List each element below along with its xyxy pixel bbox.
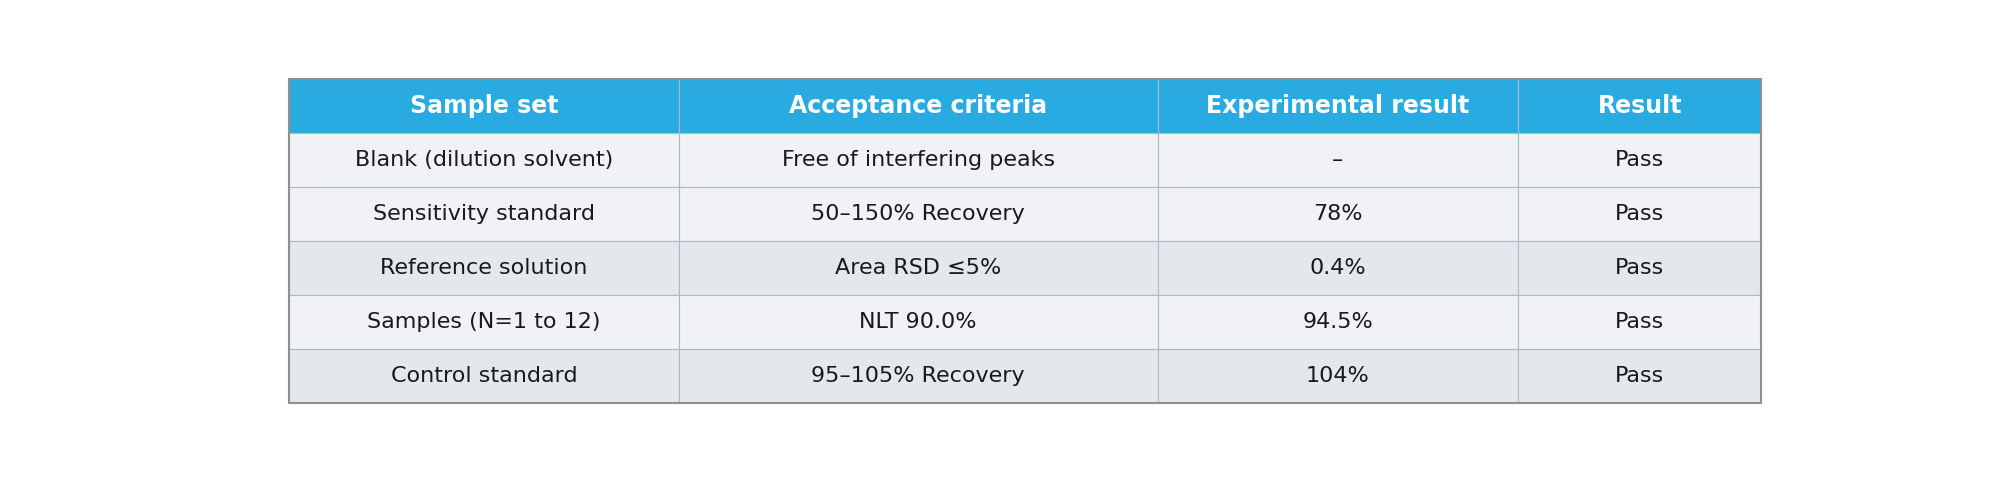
Bar (1518, 295, 1762, 349)
Text: Free of interfering peaks: Free of interfering peaks (782, 151, 1054, 171)
Text: Area RSD ≤5%: Area RSD ≤5% (836, 259, 1002, 278)
Bar (678, 241, 1158, 295)
Bar (1518, 187, 1762, 241)
Text: Pass: Pass (1616, 312, 1664, 332)
Bar (1158, 295, 1518, 349)
Text: Pass: Pass (1616, 259, 1664, 278)
Bar (1518, 349, 1762, 403)
Bar (1518, 79, 1762, 133)
Bar (288, 133, 678, 187)
Text: 78%: 78% (1314, 205, 1362, 224)
Bar (1158, 187, 1518, 241)
Text: Pass: Pass (1616, 205, 1664, 224)
Text: Samples (N=1 to 12): Samples (N=1 to 12) (368, 312, 600, 332)
Bar (288, 187, 678, 241)
Text: Control standard: Control standard (390, 366, 578, 386)
Bar (288, 79, 678, 133)
Bar (288, 349, 678, 403)
Text: Sensitivity standard: Sensitivity standard (372, 205, 594, 224)
Text: 95–105% Recovery: 95–105% Recovery (812, 366, 1026, 386)
Text: Acceptance criteria: Acceptance criteria (790, 95, 1048, 119)
Bar (1158, 349, 1518, 403)
Bar (678, 295, 1158, 349)
Text: –: – (1332, 151, 1344, 171)
Text: Pass: Pass (1616, 366, 1664, 386)
Text: Pass: Pass (1616, 151, 1664, 171)
Bar (1158, 79, 1518, 133)
Text: Result: Result (1598, 95, 1682, 119)
Bar (1158, 241, 1518, 295)
Bar (678, 187, 1158, 241)
Text: Sample set: Sample set (410, 95, 558, 119)
Bar (1518, 133, 1762, 187)
Text: 94.5%: 94.5% (1302, 312, 1374, 332)
Bar (678, 133, 1158, 187)
Bar (1158, 133, 1518, 187)
Bar (678, 79, 1158, 133)
Text: NLT 90.0%: NLT 90.0% (860, 312, 976, 332)
Text: 104%: 104% (1306, 366, 1370, 386)
Bar (288, 241, 678, 295)
Bar (678, 349, 1158, 403)
Bar (288, 79, 1762, 403)
Text: 50–150% Recovery: 50–150% Recovery (812, 205, 1026, 224)
Text: Experimental result: Experimental result (1206, 95, 1470, 119)
Bar (1518, 241, 1762, 295)
Text: Blank (dilution solvent): Blank (dilution solvent) (354, 151, 612, 171)
Text: Reference solution: Reference solution (380, 259, 588, 278)
Text: 0.4%: 0.4% (1310, 259, 1366, 278)
Bar (288, 295, 678, 349)
